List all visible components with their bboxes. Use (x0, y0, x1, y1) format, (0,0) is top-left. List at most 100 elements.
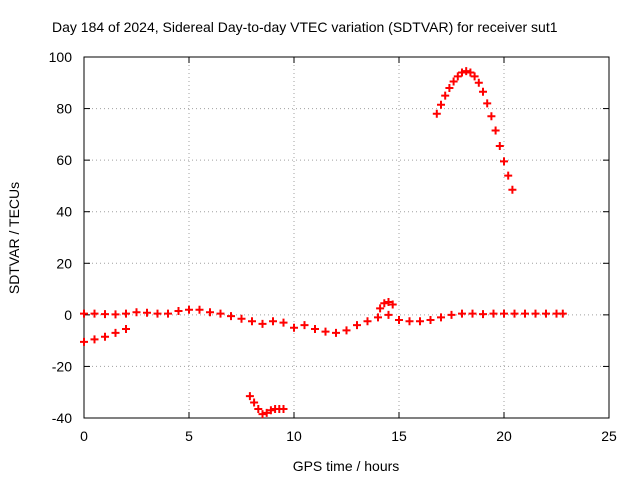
y-axis-label: SDTVAR / TECUs (6, 182, 22, 294)
data-point (558, 309, 567, 318)
data-point (531, 309, 540, 318)
y-tick-label: 60 (56, 152, 72, 168)
data-point (90, 335, 99, 344)
data-point (216, 309, 225, 318)
data-point (111, 310, 120, 319)
data-point (542, 309, 550, 318)
data-point (132, 308, 141, 317)
data-point (521, 309, 529, 318)
data-point (474, 78, 483, 87)
data-point (489, 309, 498, 318)
data-point (449, 77, 458, 86)
data-point (468, 309, 477, 318)
y-tick-label: 0 (64, 307, 72, 323)
data-point (384, 310, 393, 319)
data-point (342, 326, 351, 335)
data-point (80, 309, 88, 318)
data-point (416, 317, 424, 326)
data-point (321, 327, 330, 336)
data-point (258, 319, 267, 328)
data-point (363, 317, 372, 326)
data-point (279, 318, 288, 327)
y-tick-label: 80 (56, 101, 72, 117)
data-point (479, 310, 487, 319)
data-point (479, 87, 487, 96)
data-point (500, 157, 508, 166)
data-point (122, 325, 130, 334)
data-point (101, 310, 109, 319)
data-points (80, 67, 567, 419)
data-point (388, 300, 397, 309)
data-point (185, 305, 193, 314)
data-point (90, 309, 99, 318)
chart-title: Day 184 of 2024, Sidereal Day-to-day VTE… (52, 19, 558, 35)
data-point (279, 404, 288, 413)
data-point (504, 171, 513, 180)
plot-frame (83, 56, 610, 419)
data-point (500, 309, 508, 318)
data-point (254, 404, 263, 413)
x-tick-label: 0 (80, 428, 88, 444)
data-point (405, 317, 414, 326)
data-point (380, 299, 389, 308)
data-point (432, 109, 441, 118)
data-point (237, 314, 246, 323)
data-point (447, 310, 456, 319)
data-point (122, 309, 130, 318)
data-point (426, 316, 435, 325)
data-point (248, 317, 256, 326)
data-point (510, 309, 519, 318)
y-tick-label: 20 (56, 255, 72, 271)
data-point (453, 72, 462, 81)
data-point (290, 323, 298, 332)
data-point (101, 332, 109, 341)
data-point (462, 67, 471, 76)
data-point (437, 100, 445, 109)
data-point (153, 309, 162, 318)
data-point (111, 328, 120, 337)
y-tick-label: 40 (56, 204, 72, 220)
data-point (245, 392, 254, 401)
x-axis-label: GPS time / hours (293, 458, 400, 474)
data-point (508, 185, 517, 194)
data-point (441, 91, 450, 100)
data-point (395, 316, 403, 325)
data-point (384, 297, 393, 306)
data-point (374, 313, 382, 322)
data-point (164, 309, 172, 318)
data-point (262, 408, 271, 417)
x-tick-label: 15 (391, 428, 407, 444)
data-point (458, 68, 466, 77)
data-point (269, 317, 277, 326)
data-point (311, 325, 319, 334)
data-point (495, 141, 504, 150)
data-point (437, 313, 445, 322)
x-tick-label: 20 (496, 428, 512, 444)
data-point (466, 68, 475, 77)
data-point (266, 406, 275, 415)
x-tick-label: 25 (601, 428, 617, 444)
data-point (483, 99, 492, 108)
axis-ticks: 0 5 10 15 20 25 -40 -20 0 20 40 60 80 100 (49, 49, 617, 444)
data-point (258, 410, 267, 419)
data-point (445, 83, 454, 92)
data-point (491, 126, 500, 135)
data-point (470, 72, 479, 81)
data-point (250, 398, 259, 407)
y-tick-label: -40 (52, 410, 72, 426)
y-tick-label: 100 (49, 49, 73, 65)
data-point (353, 321, 361, 330)
data-point (206, 308, 214, 317)
data-point (227, 312, 235, 321)
data-point (332, 328, 340, 337)
data-point (458, 309, 466, 318)
x-tick-label: 5 (185, 428, 193, 444)
data-point (174, 306, 183, 315)
x-tick-label: 10 (286, 428, 302, 444)
data-point (300, 321, 309, 330)
grid (84, 57, 609, 418)
data-point (80, 337, 88, 346)
data-point (195, 305, 204, 314)
y-tick-label: -20 (52, 358, 72, 374)
